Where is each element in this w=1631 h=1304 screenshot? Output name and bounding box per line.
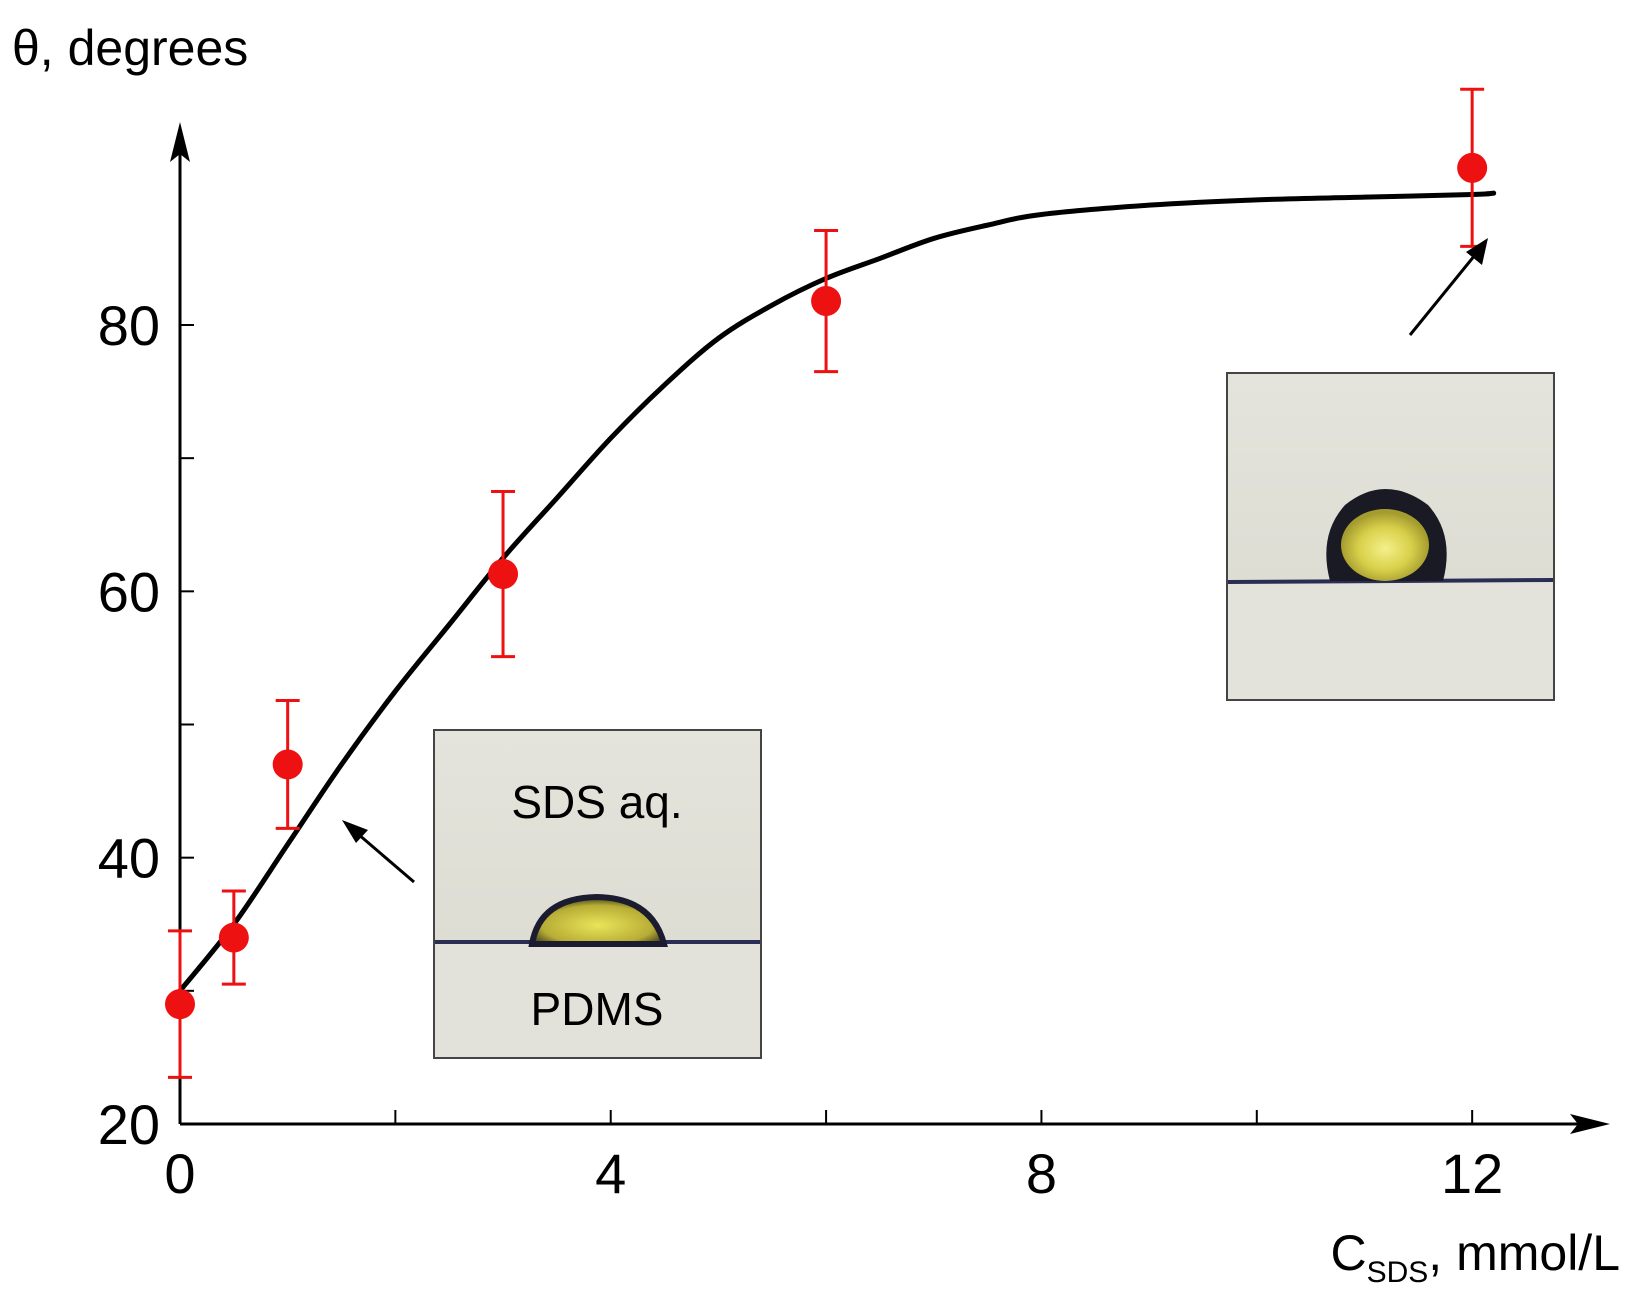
arrow-2-shaft — [1408, 254, 1477, 336]
tick-labels: 0 4 8 12 20 40 60 80 — [98, 294, 1504, 1205]
inset-arrows — [342, 238, 1488, 884]
x-tick-label: 8 — [1026, 1142, 1057, 1205]
x-axis-title-subscript: SDS — [1367, 1256, 1429, 1289]
data-point — [165, 929, 195, 1079]
tick-marks — [180, 324, 1474, 1125]
x-axis-title: CSDS, mmol/L — [1331, 1225, 1621, 1289]
arrow-2-head — [1466, 238, 1488, 265]
data-point — [811, 228, 842, 374]
data-point — [272, 699, 303, 830]
x-axis-title-main: C — [1331, 1225, 1367, 1281]
y-tick-label: 20 — [98, 1093, 160, 1156]
inset-photo-high-angle — [1226, 372, 1555, 701]
point-marker — [488, 559, 519, 590]
y-tick-label: 60 — [98, 560, 160, 623]
point-marker — [165, 989, 195, 1020]
inset-label-bottom: PDMS — [531, 983, 664, 1035]
x-tick-label: 4 — [595, 1142, 626, 1205]
x-axis-arrow — [1570, 1114, 1610, 1134]
point-marker — [811, 286, 842, 317]
arrow-1-head — [342, 820, 368, 843]
data-point — [1457, 87, 1488, 248]
fit-curve — [177, 190, 1497, 994]
y-axis-arrow — [170, 122, 190, 162]
data-points — [165, 87, 1488, 1079]
point-marker — [272, 749, 303, 780]
x-axis-title-rest: , mmol/L — [1428, 1225, 1620, 1281]
x-tick-label: 0 — [164, 1142, 195, 1205]
y-tick-label: 40 — [98, 827, 160, 890]
y-axis-title: θ, degrees — [12, 20, 248, 76]
inset-droplet-2-core — [1341, 509, 1429, 581]
data-point — [488, 489, 519, 659]
data-point — [218, 889, 249, 986]
inset-photo-low-angle: SDS aq. PDMS — [433, 729, 762, 1059]
inset-substrate-1 — [435, 942, 760, 1057]
inset-label-top: SDS aq. — [511, 776, 682, 828]
point-marker — [218, 922, 249, 953]
point-marker — [1457, 152, 1488, 183]
x-tick-label: 12 — [1441, 1142, 1503, 1205]
y-tick-label: 80 — [98, 294, 160, 357]
inset-droplet-1 — [528, 893, 668, 947]
arrow-1-shaft — [357, 832, 415, 884]
inset-substrate-2 — [1228, 580, 1553, 699]
